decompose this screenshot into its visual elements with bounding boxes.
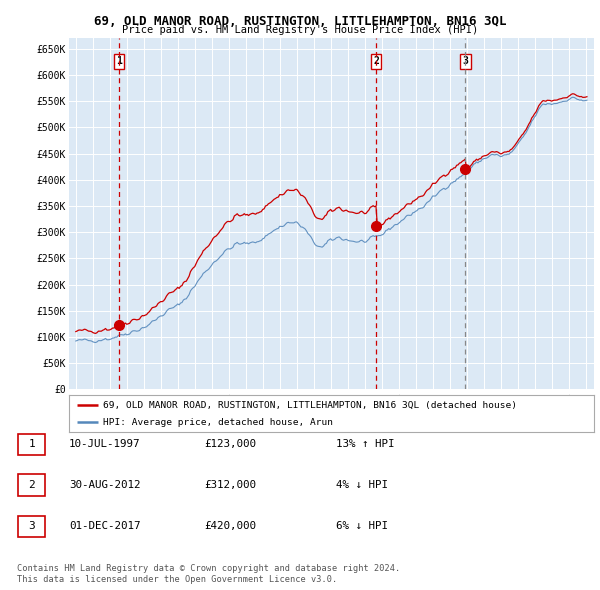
FancyBboxPatch shape bbox=[19, 474, 46, 496]
Text: 13% ↑ HPI: 13% ↑ HPI bbox=[336, 440, 395, 449]
Text: 10-JUL-1997: 10-JUL-1997 bbox=[69, 440, 140, 449]
Text: 1: 1 bbox=[28, 440, 35, 449]
Text: 30-AUG-2012: 30-AUG-2012 bbox=[69, 480, 140, 490]
Text: 3: 3 bbox=[28, 522, 35, 531]
Text: HPI: Average price, detached house, Arun: HPI: Average price, detached house, Arun bbox=[103, 418, 333, 427]
Text: 2: 2 bbox=[28, 480, 35, 490]
Text: Contains HM Land Registry data © Crown copyright and database right 2024.: Contains HM Land Registry data © Crown c… bbox=[17, 565, 400, 573]
Text: 4% ↓ HPI: 4% ↓ HPI bbox=[336, 480, 388, 490]
Text: 3: 3 bbox=[462, 56, 468, 66]
Text: 1: 1 bbox=[116, 56, 122, 66]
Text: 01-DEC-2017: 01-DEC-2017 bbox=[69, 522, 140, 531]
Text: This data is licensed under the Open Government Licence v3.0.: This data is licensed under the Open Gov… bbox=[17, 575, 337, 584]
FancyBboxPatch shape bbox=[19, 516, 46, 537]
Text: 2: 2 bbox=[373, 56, 379, 66]
FancyBboxPatch shape bbox=[19, 434, 46, 455]
Text: £123,000: £123,000 bbox=[204, 440, 256, 449]
Text: Price paid vs. HM Land Registry's House Price Index (HPI): Price paid vs. HM Land Registry's House … bbox=[122, 25, 478, 35]
Text: 6% ↓ HPI: 6% ↓ HPI bbox=[336, 522, 388, 531]
Text: £420,000: £420,000 bbox=[204, 522, 256, 531]
Text: 69, OLD MANOR ROAD, RUSTINGTON, LITTLEHAMPTON, BN16 3QL (detached house): 69, OLD MANOR ROAD, RUSTINGTON, LITTLEHA… bbox=[103, 401, 517, 409]
Text: 69, OLD MANOR ROAD, RUSTINGTON, LITTLEHAMPTON, BN16 3QL: 69, OLD MANOR ROAD, RUSTINGTON, LITTLEHA… bbox=[94, 15, 506, 28]
Text: £312,000: £312,000 bbox=[204, 480, 256, 490]
